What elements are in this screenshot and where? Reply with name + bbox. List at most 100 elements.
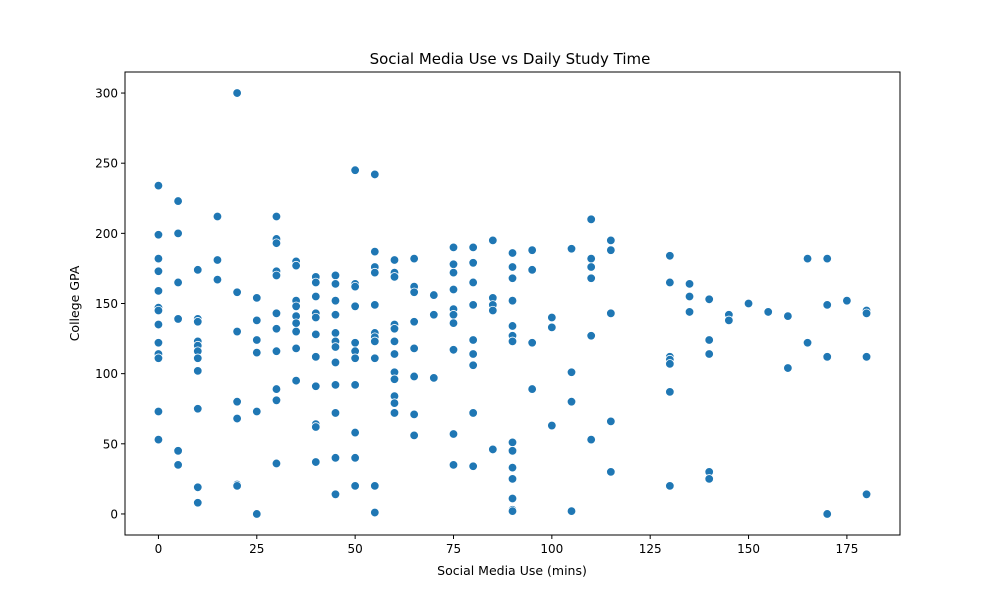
data-point	[488, 305, 498, 316]
data-point	[173, 460, 183, 470]
data-point	[527, 384, 537, 394]
data-point	[370, 481, 380, 491]
data-point	[448, 284, 459, 295]
data-point	[271, 308, 282, 319]
data-point	[665, 387, 675, 397]
data-point	[212, 274, 223, 285]
data-point	[547, 322, 557, 333]
data-point	[547, 420, 557, 431]
data-point	[153, 353, 164, 363]
data-point	[311, 381, 321, 391]
data-point	[389, 255, 400, 265]
data-point	[271, 384, 282, 394]
data-point	[232, 397, 242, 407]
data-point	[173, 314, 183, 324]
data-point	[330, 342, 341, 352]
data-point	[468, 360, 478, 370]
data-point	[802, 338, 813, 348]
data-point	[507, 273, 518, 283]
data-point	[193, 498, 203, 508]
data-point	[507, 506, 518, 516]
data-point	[507, 336, 518, 347]
data-point	[704, 349, 714, 359]
y-tick-label: 50	[103, 437, 118, 451]
data-point	[271, 211, 282, 222]
data-point	[507, 462, 518, 473]
data-point	[291, 301, 301, 312]
data-point	[684, 291, 695, 302]
data-point	[193, 265, 203, 275]
data-point	[153, 338, 164, 348]
data-point	[291, 318, 301, 328]
data-point	[586, 273, 596, 283]
data-point	[586, 253, 596, 264]
data-point	[232, 481, 242, 491]
data-point	[566, 244, 577, 254]
data-point	[429, 290, 439, 300]
data-point	[330, 310, 341, 320]
data-point	[468, 277, 478, 288]
data-point	[252, 315, 262, 326]
data-point	[291, 343, 301, 354]
data-point	[330, 328, 341, 338]
data-point	[665, 359, 675, 369]
data-point	[173, 277, 183, 288]
data-point	[763, 307, 773, 317]
data-point	[330, 270, 341, 281]
data-point	[311, 312, 321, 323]
data-point	[370, 246, 380, 257]
data-point	[606, 467, 616, 477]
data-point	[252, 347, 262, 358]
data-point	[507, 493, 518, 504]
data-point	[271, 395, 282, 406]
data-point	[153, 286, 164, 296]
data-point	[468, 349, 478, 359]
data-point	[527, 245, 537, 255]
data-point	[507, 248, 518, 258]
data-point	[429, 373, 439, 383]
data-point	[350, 453, 360, 463]
data-point	[448, 310, 459, 320]
data-point	[271, 458, 282, 469]
data-point	[527, 338, 537, 348]
data-point	[350, 338, 360, 348]
data-point	[783, 363, 793, 373]
data-point	[547, 312, 557, 323]
data-point	[704, 294, 714, 304]
data-point	[350, 481, 360, 491]
y-axis-title: College GPA	[67, 265, 82, 341]
data-point	[507, 437, 518, 448]
data-point	[153, 253, 164, 264]
data-point	[724, 315, 734, 326]
data-point	[271, 324, 282, 334]
data-point	[507, 474, 518, 484]
data-point	[232, 287, 242, 297]
y-tick-label: 0	[110, 507, 118, 521]
data-point	[448, 267, 459, 278]
data-point	[389, 374, 400, 384]
data-point	[330, 380, 341, 390]
data-point	[409, 371, 419, 382]
data-point	[586, 214, 596, 225]
data-point	[822, 352, 832, 362]
data-point	[783, 311, 793, 321]
data-point	[271, 238, 282, 248]
data-point	[507, 262, 518, 272]
points-layer	[153, 88, 872, 519]
data-point	[861, 489, 872, 500]
y-tick-label: 150	[95, 297, 118, 311]
data-point	[665, 277, 675, 288]
data-point	[665, 481, 675, 491]
x-tick-label: 0	[155, 542, 163, 556]
data-point	[822, 300, 832, 310]
data-point	[350, 281, 360, 292]
data-point	[311, 457, 321, 467]
data-point	[606, 416, 616, 427]
y-tick-label: 100	[95, 367, 118, 381]
data-point	[252, 293, 262, 303]
x-tick-label: 125	[639, 542, 662, 556]
data-point	[330, 408, 341, 418]
data-point	[468, 258, 478, 268]
data-point	[330, 489, 341, 500]
x-tick-label: 175	[835, 542, 858, 556]
